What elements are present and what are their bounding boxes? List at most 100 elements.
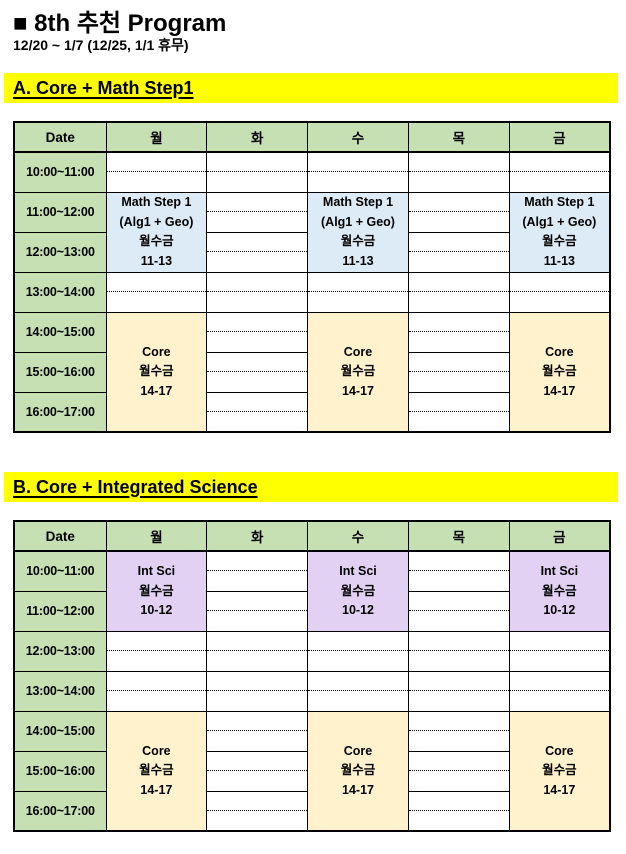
empty-slot-cell [508,271,611,313]
column-header-wed: 수 [307,121,409,153]
empty-slot-cell [206,231,309,273]
table-row: 16:00~17:00 [13,790,610,832]
table-row: 15:00~16:00 [13,750,610,792]
empty-slot-cell [206,311,309,353]
empty-slot-cell [206,191,309,233]
empty-slot-cell [407,710,510,752]
table-row: 14:00~15:00 Core 월수금 14-17 Core 월수금 14-1… [13,710,611,832]
empty-slot-cell [206,550,309,592]
time-cell: 10:00~11:00 [13,550,107,592]
empty-slot-cell [105,630,208,672]
table-row: 12:00~13:00 [13,231,610,273]
empty-slot-cell [105,151,208,193]
schedule-table-b: Date 월 화 수 목 금 10:00~11:00 Int Sci 월수금 1… [13,520,611,832]
empty-slot-cell [407,351,510,393]
empty-slot-cell [508,670,611,712]
time-cell: 12:00~13:00 [13,231,107,273]
empty-slot-cell [407,750,510,792]
class-cell-math-step1-mon: Math Step 1 (Alg1 + Geo) 월수금 11-13 [105,191,208,273]
empty-slot-cell [105,670,208,712]
empty-slot-cell [407,790,510,832]
empty-slot-cell [206,790,309,832]
empty-slot-cell [407,191,510,233]
empty-slot-cell [407,311,510,353]
time-cell: 15:00~16:00 [13,351,107,393]
section-b-heading: B. Core + Integrated Science [4,472,618,502]
column-header-wed: 수 [307,520,409,552]
empty-slot-cell [508,151,611,193]
table-row: 16:00~17:00 [13,391,610,433]
time-cell: 14:00~15:00 [13,710,107,752]
empty-slot-cell [307,630,409,672]
class-cell-core-wed: Core 월수금 14-17 [307,710,409,832]
class-cell-math-step1-fri: Math Step 1 (Alg1 + Geo) 월수금 11-13 [508,191,611,273]
empty-slot-cell [407,630,510,672]
column-header-tue: 화 [206,520,309,552]
empty-slot-cell [206,391,309,433]
table-row: 11:00~12:00 [13,590,610,632]
empty-slot-cell [206,271,309,313]
page-title: ■ 8th 추천 Program [13,10,227,37]
empty-slot-cell [206,590,309,632]
time-cell: 14:00~15:00 [13,311,107,353]
section-a-heading: A. Core + Math Step1 [4,73,618,103]
time-cell: 13:00~14:00 [13,670,107,712]
table-row: 12:00~13:00 [13,630,611,672]
empty-slot-cell [206,151,309,193]
column-header-date: Date [13,520,107,552]
empty-slot-cell [206,750,309,792]
empty-slot-cell [307,670,409,712]
date-range: 12/20 ~ 1/7 (12/25, 1/1 휴무) [13,37,189,53]
empty-slot-cell [508,630,611,672]
empty-slot-cell [307,151,409,193]
table-row: 10:00~11:00 Int Sci 월수금 10-12 Int Sci 월수… [13,550,611,632]
time-cell: 11:00~12:00 [13,590,107,632]
section-b-heading-text: B. Core + Integrated Science [13,476,258,497]
empty-slot-cell [407,590,510,632]
class-cell-intsci-mon: Int Sci 월수금 10-12 [105,550,208,632]
class-cell-intsci-wed: Int Sci 월수금 10-12 [307,550,409,632]
class-cell-core-mon: Core 월수금 14-17 [105,710,208,832]
column-header-mon: 월 [105,520,208,552]
column-header-fri: 금 [508,121,611,153]
table-row: 15:00~16:00 [13,351,610,393]
empty-slot-cell [206,670,309,712]
time-cell: 10:00~11:00 [13,151,107,193]
empty-slot-cell [407,550,510,592]
class-cell-math-step1-wed: Math Step 1 (Alg1 + Geo) 월수금 11-13 [307,191,409,273]
time-cell: 16:00~17:00 [13,391,107,433]
time-cell: 16:00~17:00 [13,790,107,832]
table-row: 14:00~15:00 Core 월수금 14-17 Core 월수금 14-1… [13,311,611,433]
empty-slot-cell [206,630,309,672]
table-b-header-row: Date 월 화 수 목 금 [13,520,611,552]
class-cell-core-wed: Core 월수금 14-17 [307,311,409,433]
section-a-heading-text: A. Core + Math Step1 [13,77,194,98]
table-row: 13:00~14:00 [13,271,611,313]
empty-slot-cell [105,271,208,313]
column-header-thu: 목 [407,520,510,552]
schedule-table-a: Date 월 화 수 목 금 10:00~11:00 11:00~12:00 M… [13,121,611,433]
empty-slot-cell [407,231,510,273]
empty-slot-cell [407,271,510,313]
column-header-tue: 화 [206,121,309,153]
table-row: 13:00~14:00 [13,670,611,712]
class-cell-core-fri: Core 월수금 14-17 [508,311,611,433]
class-cell-core-mon: Core 월수금 14-17 [105,311,208,433]
empty-slot-cell [307,271,409,313]
class-cell-core-fri: Core 월수금 14-17 [508,710,611,832]
time-cell: 11:00~12:00 [13,191,107,233]
class-cell-intsci-fri: Int Sci 월수금 10-12 [508,550,611,632]
table-a-header-row: Date 월 화 수 목 금 [13,121,611,153]
column-header-mon: 월 [105,121,208,153]
empty-slot-cell [407,670,510,712]
empty-slot-cell [206,351,309,393]
empty-slot-cell [407,391,510,433]
column-header-fri: 금 [508,520,611,552]
column-header-date: Date [13,121,107,153]
table-row: 11:00~12:00 Math Step 1 (Alg1 + Geo) 월수금… [13,191,611,273]
column-header-thu: 목 [407,121,510,153]
time-cell: 12:00~13:00 [13,630,107,672]
time-cell: 15:00~16:00 [13,750,107,792]
empty-slot-cell [407,151,510,193]
